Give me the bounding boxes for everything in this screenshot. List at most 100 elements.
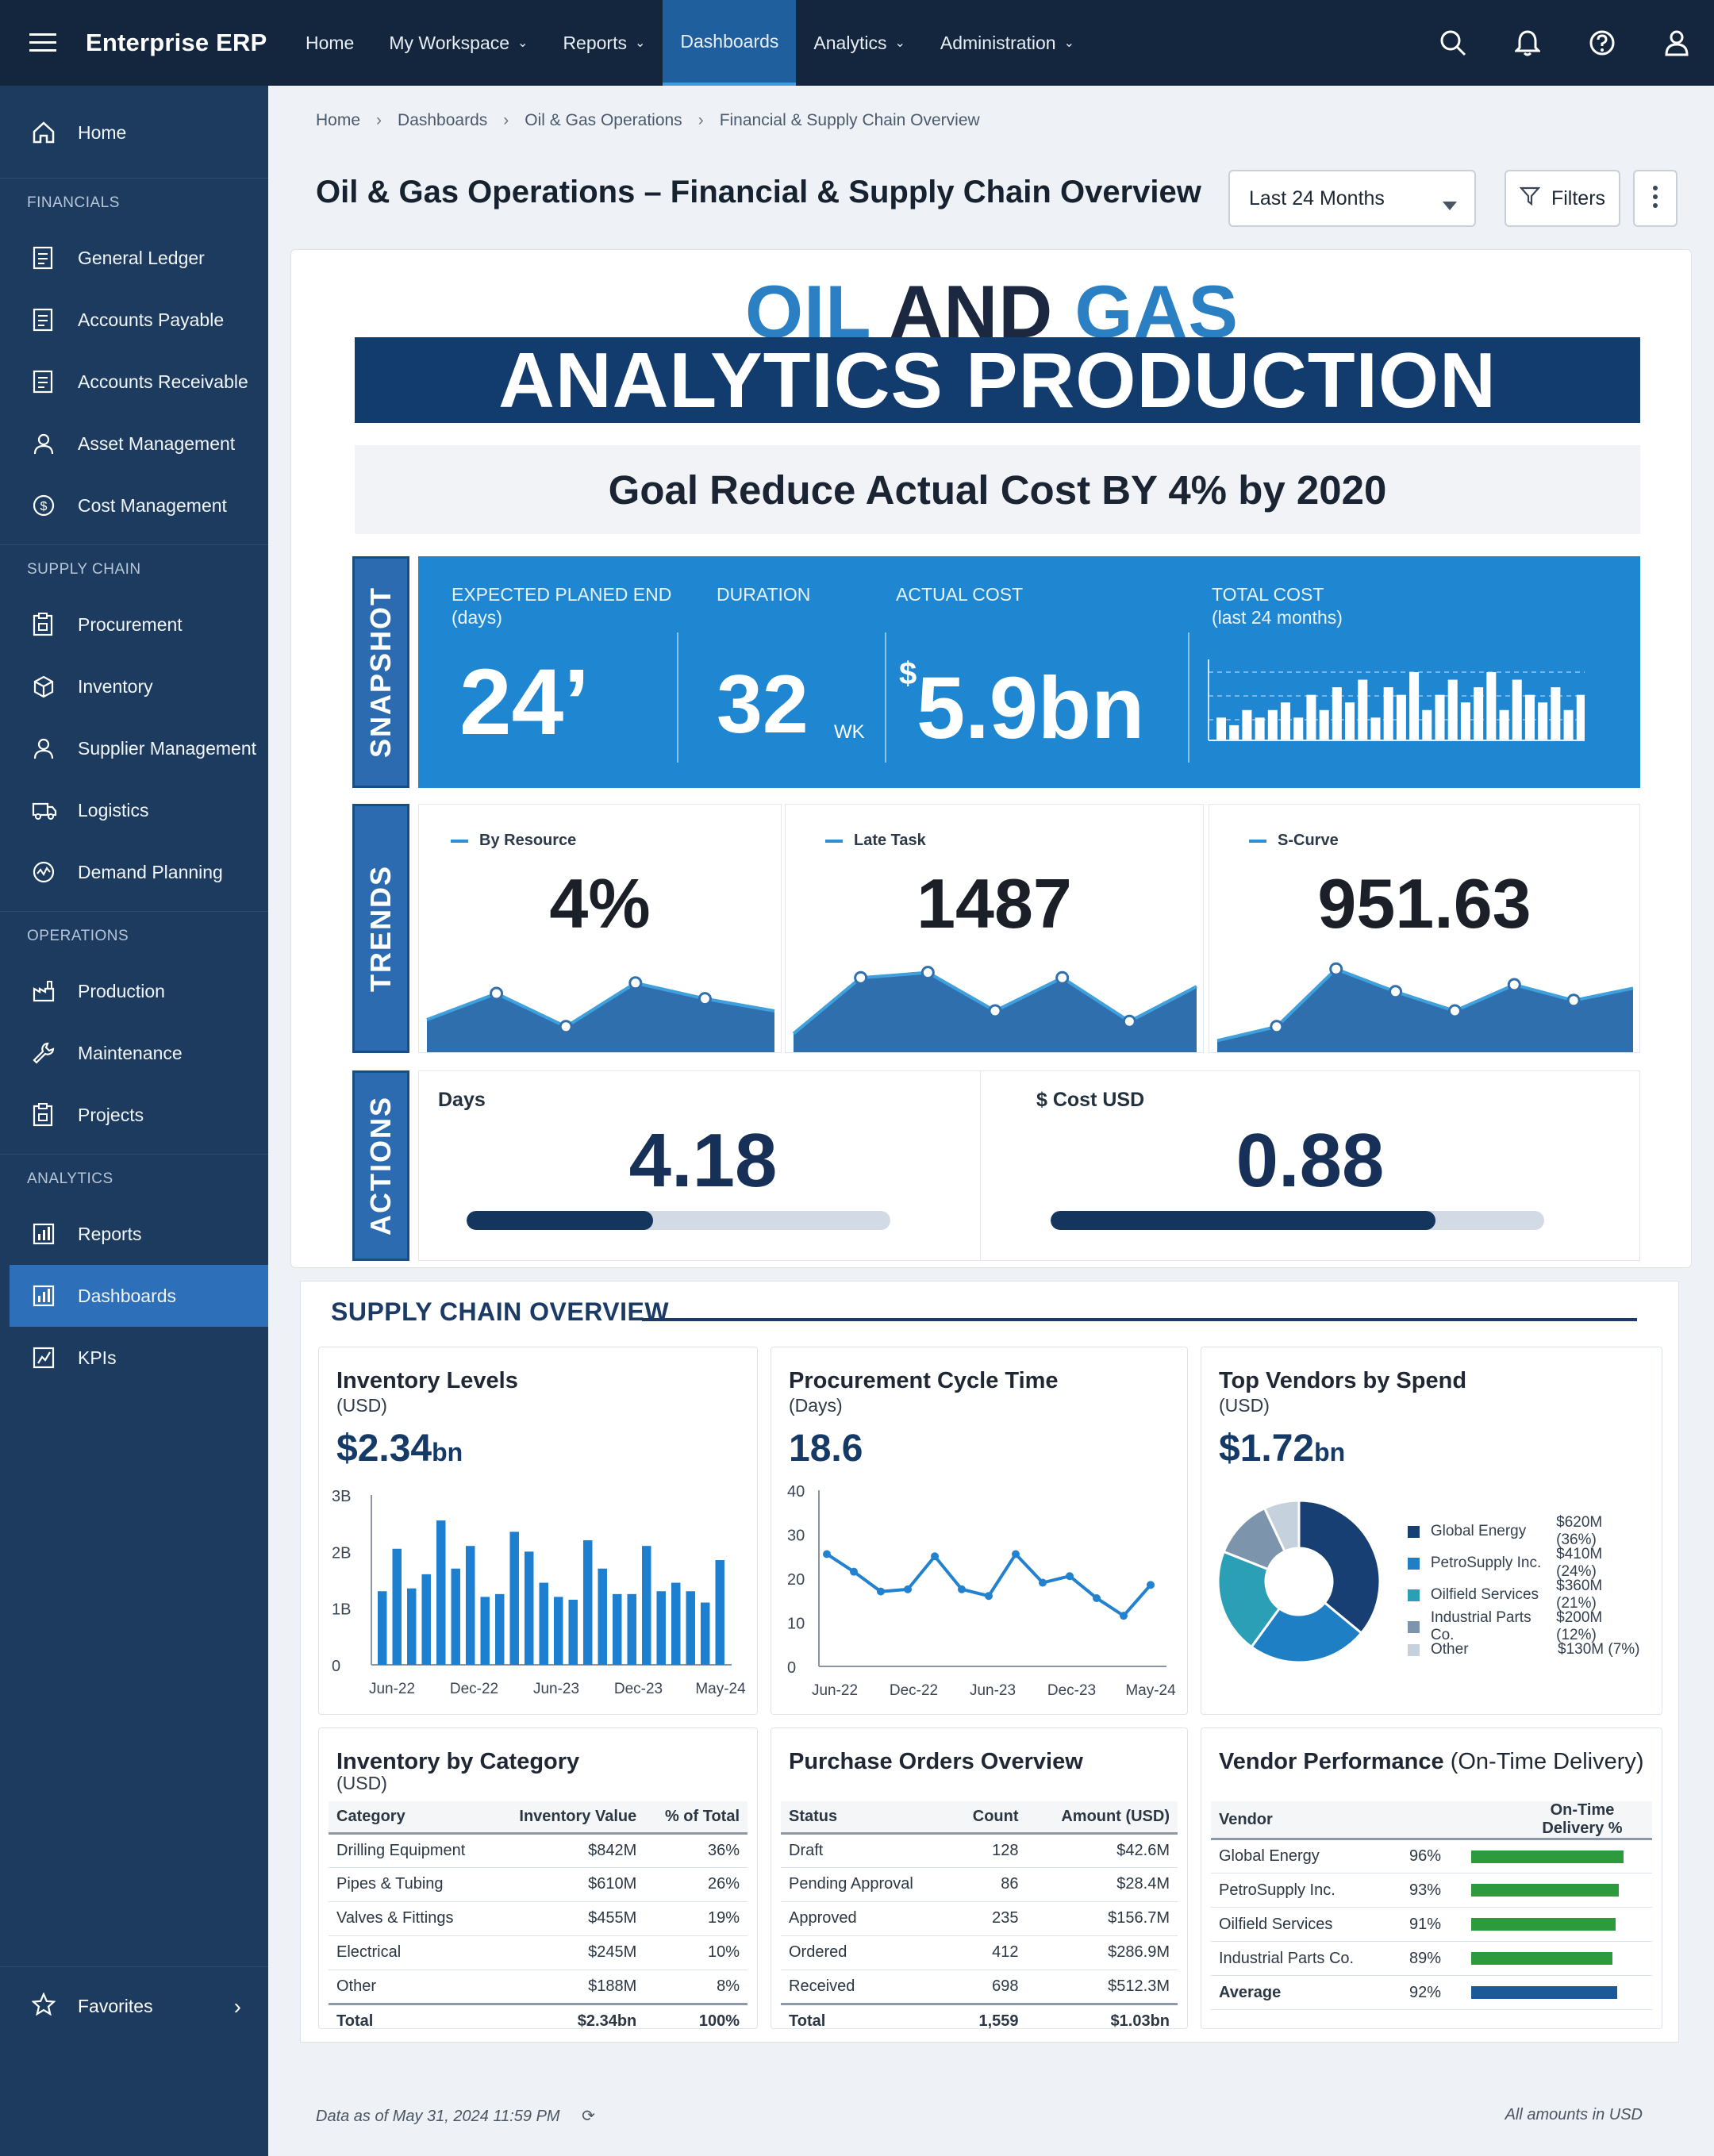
x-tick-label: May-24 (695, 1681, 746, 1697)
mini-bar (1229, 724, 1239, 740)
nav-analytics[interactable]: Analytics ⌄ (796, 0, 922, 86)
breadcrumb-item[interactable]: Home (316, 111, 361, 129)
demand-planning-icon (32, 860, 63, 884)
table-header-row: Category Inventory Value% of Total (329, 1801, 747, 1835)
sidebar-item-supplier-management[interactable]: Supplier Management (0, 717, 268, 779)
procurement-point (1066, 1572, 1074, 1581)
trend-line (1216, 967, 1634, 1043)
sidebar-item-demand-planning[interactable]: Demand Planning (0, 841, 268, 903)
filters-label: Filters (1551, 186, 1606, 209)
vendor-name: Industrial Parts Co. (1211, 1941, 1393, 1976)
sidebar-item-label: Cost Management (78, 494, 227, 516)
divider (1188, 632, 1189, 763)
sidebar-item-procurement[interactable]: Procurement (0, 594, 268, 655)
inventory-bar (583, 1540, 593, 1665)
sidebar-item-kpis[interactable]: KPIs (0, 1327, 268, 1389)
accounts-receivable-icon (32, 370, 63, 394)
inventory-bar (701, 1602, 710, 1665)
vendor-otd-bar (1471, 1986, 1617, 1999)
panel-subtitle: (Days) (789, 1395, 843, 1416)
data-timestamp: Data as of May 31, 2024 11:59 PM ⟳ (316, 2106, 595, 2126)
mini-bar (1216, 717, 1226, 740)
vendor-otd-track (1471, 1952, 1630, 1965)
trend-point (988, 1004, 1002, 1018)
kebab-icon (1652, 185, 1658, 213)
nav-label: Dashboards (680, 30, 779, 52)
tab-snapshot-label: SNAPSHOT (364, 586, 397, 759)
sidebar-item-general-ledger[interactable]: General Ledger (0, 227, 268, 289)
sidebar-item-home[interactable]: Home (0, 95, 268, 170)
help-icon[interactable] (1565, 29, 1639, 56)
table-cell: $28.4M (1026, 1867, 1178, 1902)
logistics-icon (32, 798, 63, 822)
sidebar-section-financials: FINANCIALS (0, 178, 268, 227)
table-cell: Ordered (781, 1935, 951, 1970)
supply-chain-card: SUPPLY CHAIN OVERVIEW Inventory Levels (… (300, 1281, 1679, 2043)
breadcrumb-item[interactable]: Financial & Supply Chain Overview (719, 111, 980, 129)
sidebar-item-projects[interactable]: Projects (0, 1084, 268, 1146)
user-icon[interactable] (1639, 29, 1714, 56)
column-header: Status (781, 1801, 951, 1835)
nav-my-workspace[interactable]: My Workspace ⌄ (371, 0, 545, 86)
inventory-bar (656, 1591, 666, 1665)
top-vendors-panel: Top Vendors by Spend (USD) $1.72bn Globa… (1201, 1347, 1662, 1715)
table-total-row: Total 1,559 $1.03bn (781, 2002, 1178, 2038)
date-range-select[interactable]: Last 24 Months (1228, 170, 1476, 227)
nav-administration[interactable]: Administration ⌄ (923, 0, 1092, 86)
table-total-row: Total $2.34bn 100% (329, 2002, 747, 2038)
sidebar-item-logistics[interactable]: Logistics (0, 779, 268, 841)
filters-button[interactable]: Filters (1505, 170, 1620, 227)
sidebar-item-accounts-receivable[interactable]: Accounts Receivable (0, 351, 268, 413)
search-icon[interactable] (1416, 29, 1490, 56)
refresh-icon[interactable]: ⟳ (582, 2108, 595, 2125)
sidebar-item-label: Projects (78, 1104, 144, 1125)
sidebar-item-label: Production (78, 980, 165, 1001)
duration-value: 32 (717, 659, 809, 751)
chevron-right-icon[interactable]: › (233, 1993, 241, 2019)
table-cell: 10% (644, 1935, 747, 1970)
data-timestamp-text: Data as of May 31, 2024 11:59 PM (316, 2108, 560, 2125)
nav-reports[interactable]: Reports ⌄ (545, 0, 663, 86)
sidebar-item-favorites[interactable]: Favorites › (0, 1966, 268, 2046)
table-cell: $188M (493, 1970, 645, 2004)
column-header: Vendor (1211, 1801, 1393, 1840)
menu-icon[interactable] (0, 0, 86, 86)
table-row: Valves & Fittings $455M 19% (329, 1901, 747, 1936)
sidebar-item-label: Reports (78, 1223, 142, 1244)
panel-subtitle: (USD) (336, 1773, 387, 1793)
legend-item-industrial-parts-co: Industrial Parts Co. $200M (12%) (1408, 1609, 1646, 1644)
panel-title: Inventory by Category (336, 1749, 580, 1774)
asset-management-icon (32, 432, 63, 455)
sidebar-item-production[interactable]: Production (0, 960, 268, 1022)
cost-management-icon: $ (32, 494, 63, 517)
sidebar-item-asset-management[interactable]: Asset Management (0, 413, 268, 475)
legend-swatch (1408, 1643, 1420, 1656)
breadcrumb-item[interactable]: Dashboards (398, 111, 488, 129)
vendor-performance-panel: Vendor Performance (On-Time Delivery) Ve… (1201, 1727, 1662, 2029)
sidebar-item-maintenance[interactable]: Maintenance (0, 1022, 268, 1084)
procurement-value: 18.6 (789, 1428, 863, 1470)
sidebar-item-label: Maintenance (78, 1042, 183, 1063)
reports-icon (32, 1222, 63, 1246)
date-range-value: Last 24 Months (1249, 186, 1385, 209)
mini-bar (1551, 687, 1561, 740)
vendor-otd-bar-cell (1449, 1873, 1652, 1908)
nav-home[interactable]: Home (288, 0, 371, 86)
breadcrumb-item[interactable]: Oil & Gas Operations (525, 111, 682, 129)
action-progress-track (467, 1211, 890, 1230)
sidebar-item-reports[interactable]: Reports (0, 1203, 268, 1265)
actual-cost-currency: $ (899, 656, 917, 691)
sidebar-group-supply-chain: Procurement Inventory Supplier Management L… (0, 594, 268, 903)
more-options-button[interactable] (1633, 170, 1677, 227)
inventory-bar-chart: 3B 2B 1B 0 Jun-22 Dec-22 Jun-23 Dec-23 May-24 (332, 1488, 746, 1697)
table-row: Received 698 $512.3M (781, 1970, 1178, 2004)
procurement-point (823, 1550, 831, 1558)
title-rule (642, 1318, 1637, 1321)
sidebar-item-cost-management[interactable]: $ Cost Management (0, 475, 268, 536)
sidebar-item-dashboards[interactable]: Dashboards (10, 1265, 268, 1327)
sidebar-item-inventory[interactable]: Inventory (0, 655, 268, 717)
sidebar-item-accounts-payable[interactable]: Accounts Payable (0, 289, 268, 351)
bell-icon[interactable] (1490, 29, 1565, 56)
mini-bar (1319, 709, 1329, 740)
nav-dashboards[interactable]: Dashboards (663, 0, 797, 86)
